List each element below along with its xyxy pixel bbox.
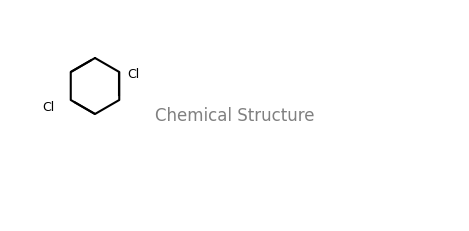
Text: Cl: Cl: [43, 101, 55, 114]
Text: Cl: Cl: [127, 67, 139, 80]
Text: Chemical Structure: Chemical Structure: [155, 106, 314, 125]
